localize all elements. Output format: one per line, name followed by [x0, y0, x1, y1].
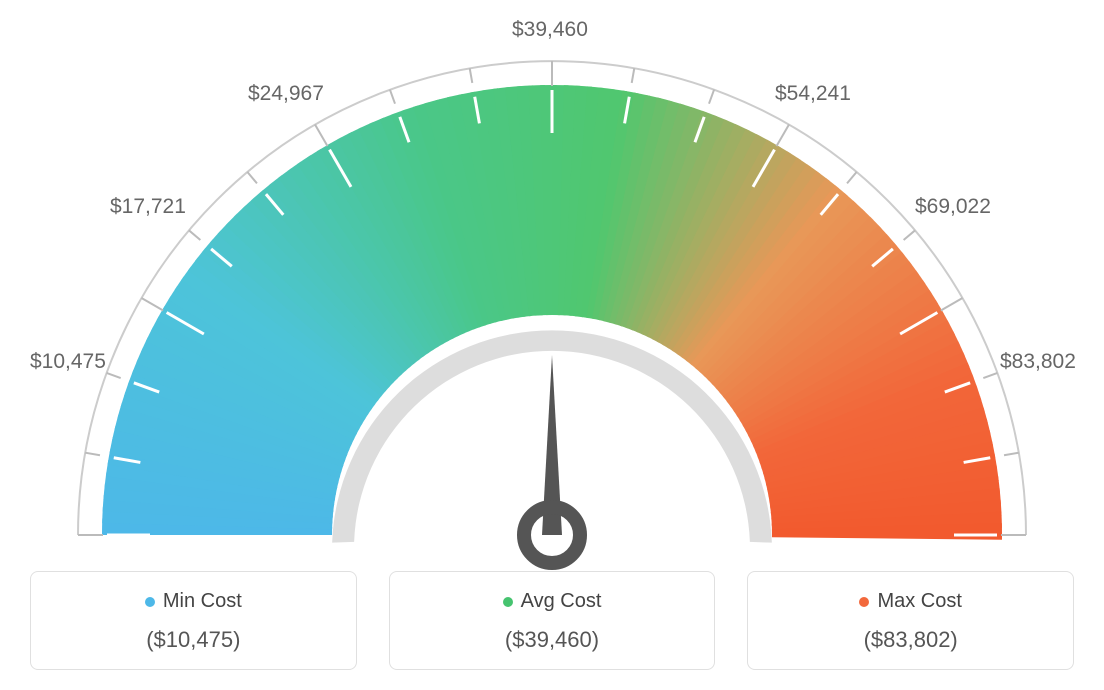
legend-title-avg: Avg Cost — [503, 590, 602, 613]
legend-card-avg: Avg Cost ($39,460) — [389, 571, 716, 670]
legend-title-label: Avg Cost — [521, 590, 602, 613]
legend-title-min: Min Cost — [145, 590, 242, 613]
gauge-svg — [42, 30, 1062, 590]
gauge-tick-label: $10,475 — [30, 350, 106, 374]
legend-title-max: Max Cost — [859, 590, 961, 613]
dot-icon — [503, 597, 513, 607]
dot-icon — [145, 597, 155, 607]
legend-value-avg: ($39,460) — [400, 627, 705, 653]
legend-row: Min Cost ($10,475) Avg Cost ($39,460) Ma… — [0, 571, 1104, 670]
gauge-tick-label: $39,460 — [512, 18, 588, 42]
gauge-tick-label: $83,802 — [1000, 350, 1076, 374]
gauge-tick-label: $69,022 — [915, 195, 991, 219]
dot-icon — [859, 597, 869, 607]
gauge-tick-label: $17,721 — [110, 195, 186, 219]
legend-title-label: Max Cost — [877, 590, 961, 613]
gauge-chart: $10,475 $17,721 $24,967 $39,460 $54,241 $69,0… — [0, 0, 1104, 560]
gauge-tick-label: $24,967 — [248, 82, 324, 106]
legend-value-max: ($83,802) — [758, 627, 1063, 653]
legend-card-max: Max Cost ($83,802) — [747, 571, 1074, 670]
legend-card-min: Min Cost ($10,475) — [30, 571, 357, 670]
legend-title-label: Min Cost — [163, 590, 242, 613]
legend-value-min: ($10,475) — [41, 627, 346, 653]
gauge-tick-label: $54,241 — [775, 82, 851, 106]
